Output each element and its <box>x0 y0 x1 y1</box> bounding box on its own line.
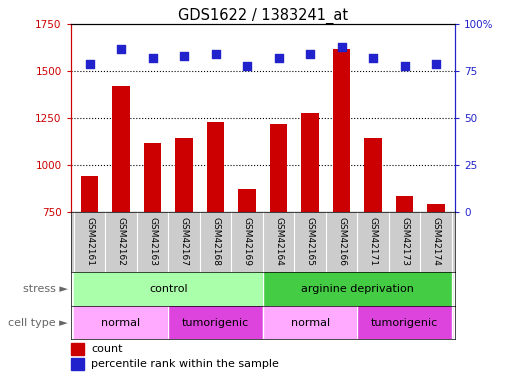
Bar <box>333 49 350 212</box>
Text: tumorigenic: tumorigenic <box>182 318 249 327</box>
Text: normal: normal <box>101 318 141 327</box>
Text: GSM42174: GSM42174 <box>431 217 440 266</box>
Bar <box>365 138 382 212</box>
Text: GSM42164: GSM42164 <box>274 217 283 266</box>
Text: GSM42173: GSM42173 <box>400 217 409 266</box>
Bar <box>74 306 168 339</box>
Bar <box>357 306 452 339</box>
Text: stress ►: stress ► <box>23 284 68 294</box>
Text: GSM42166: GSM42166 <box>337 217 346 266</box>
Point <box>211 51 220 57</box>
Point <box>180 53 188 59</box>
Bar <box>396 196 413 212</box>
Text: control: control <box>149 284 188 294</box>
Point <box>117 46 125 52</box>
Text: GSM42169: GSM42169 <box>243 217 252 266</box>
Title: GDS1622 / 1383241_at: GDS1622 / 1383241_at <box>178 8 348 24</box>
Text: GSM42171: GSM42171 <box>369 217 378 266</box>
Bar <box>144 142 161 212</box>
Text: GSM42167: GSM42167 <box>179 217 188 266</box>
Text: GSM42161: GSM42161 <box>85 217 94 266</box>
Point <box>85 61 94 67</box>
Text: tumorigenic: tumorigenic <box>371 318 438 327</box>
Point <box>149 55 157 61</box>
Point <box>275 55 283 61</box>
Text: GSM42165: GSM42165 <box>305 217 314 266</box>
Bar <box>74 272 263 306</box>
Point <box>243 63 251 69</box>
Bar <box>238 189 256 212</box>
Bar <box>263 306 357 339</box>
Text: percentile rank within the sample: percentile rank within the sample <box>92 359 279 369</box>
Point <box>306 51 314 57</box>
Bar <box>207 122 224 212</box>
Point <box>369 55 377 61</box>
Bar <box>71 358 84 370</box>
Text: count: count <box>92 344 123 354</box>
Point <box>401 63 409 69</box>
Text: normal: normal <box>290 318 329 327</box>
Point <box>337 44 346 50</box>
Point <box>432 61 440 67</box>
Bar <box>270 124 287 212</box>
Bar <box>263 272 452 306</box>
Text: GSM42163: GSM42163 <box>148 217 157 266</box>
Text: arginine deprivation: arginine deprivation <box>301 284 414 294</box>
Text: cell type ►: cell type ► <box>8 318 68 327</box>
Text: GSM42162: GSM42162 <box>117 217 126 266</box>
Text: GSM42168: GSM42168 <box>211 217 220 266</box>
Bar <box>427 204 445 212</box>
Bar <box>81 176 98 212</box>
Bar <box>175 138 192 212</box>
Bar <box>112 86 130 212</box>
Bar <box>168 306 263 339</box>
Bar <box>301 113 319 212</box>
Bar <box>71 344 84 355</box>
